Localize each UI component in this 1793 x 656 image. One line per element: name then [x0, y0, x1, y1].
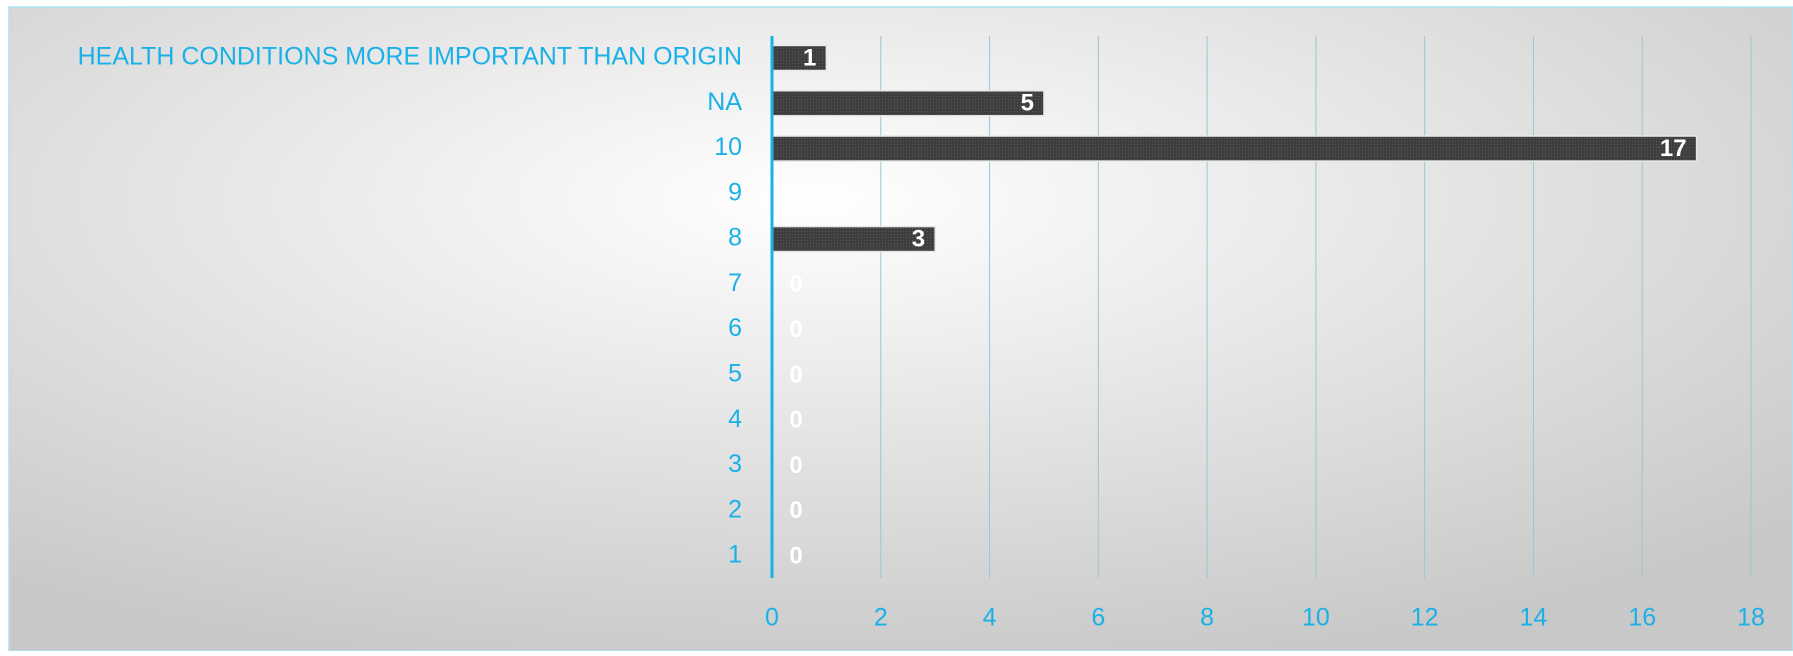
y-tick-label: 4	[728, 405, 742, 433]
x-tick-label: 14	[1520, 604, 1548, 632]
data-label: 0	[789, 361, 802, 388]
data-label: 0	[789, 542, 802, 569]
y-tick-label: 7	[728, 269, 742, 297]
x-tick-label: 8	[1200, 604, 1214, 632]
bar	[771, 135, 1698, 162]
y-tick-label: HEALTH CONDITIONS MORE IMPORTANT THAN OR…	[78, 43, 742, 71]
x-tick-label: 18	[1737, 604, 1765, 632]
x-tick-label: 2	[874, 604, 888, 632]
y-tick-label: 1	[728, 541, 742, 569]
x-tick-label: 6	[1091, 604, 1105, 632]
x-tick-label: 0	[765, 604, 779, 632]
x-tick-label: 4	[983, 604, 997, 632]
data-label: 0	[789, 407, 802, 434]
bar	[771, 225, 936, 253]
x-tick-label: 10	[1302, 604, 1330, 632]
data-label: 0	[789, 497, 802, 524]
y-tick-label: 5	[728, 360, 742, 388]
data-label: 3	[912, 225, 925, 252]
x-tick-label: 12	[1411, 604, 1439, 632]
y-tick-label: 2	[728, 495, 742, 523]
y-tick-label: NA	[707, 88, 742, 116]
y-tick-label: 8	[728, 224, 742, 252]
bar	[771, 90, 1045, 117]
data-label: 0	[789, 452, 802, 479]
y-tick-label: 6	[728, 314, 742, 342]
y-tick-label: 10	[714, 133, 742, 161]
data-label: 0	[789, 271, 802, 298]
data-label: 0	[789, 316, 802, 343]
data-label: 1	[803, 44, 816, 71]
data-label: 17	[1660, 135, 1687, 162]
y-tick-label: 3	[728, 450, 742, 478]
bar	[771, 44, 828, 72]
x-tick-label: 16	[1628, 604, 1656, 632]
data-label: 5	[1021, 90, 1034, 117]
y-tick-label: 9	[728, 178, 742, 206]
